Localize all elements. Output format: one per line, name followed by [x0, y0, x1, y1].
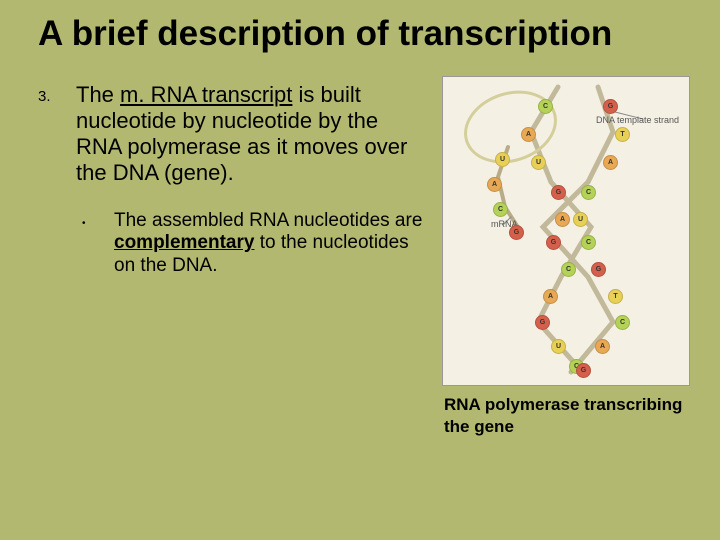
figure-column: DNA template strand mRNA CAUGUCCAGUCGTAC…	[442, 76, 692, 437]
nucleotide-label: G	[546, 235, 561, 250]
content-row: 3. The m. RNA transcript is built nucleo…	[38, 76, 692, 437]
nucleotide-label: A	[521, 127, 536, 142]
figure-caption: RNA polymerase transcribing the gene	[442, 394, 692, 437]
nucleotide-label: G	[576, 363, 591, 378]
sub-text-prefix: The assembled RNA nucleotides are	[114, 210, 422, 231]
nucleotide-label: U	[531, 155, 546, 170]
nucleotide-label: C	[493, 202, 508, 217]
nucleotide-label: G	[603, 99, 618, 114]
nucleotide-label: C	[581, 185, 596, 200]
nucleotide-label: U	[551, 339, 566, 354]
numbered-item: 3. The m. RNA transcript is built nucleo…	[38, 82, 424, 186]
nucleotide-label: T	[615, 127, 630, 142]
nucleotide-label: T	[608, 289, 623, 304]
main-text: The m. RNA transcript is built nucleotid…	[76, 82, 424, 186]
nucleotide-label: G	[509, 225, 524, 240]
text-column: 3. The m. RNA transcript is built nucleo…	[38, 76, 424, 437]
nucleotide-label: C	[581, 235, 596, 250]
nucleotide-label: G	[551, 185, 566, 200]
main-text-underlined: m. RNA transcript	[120, 82, 292, 107]
main-text-prefix: The	[76, 82, 120, 107]
nucleotide-label: U	[495, 152, 510, 167]
nucleotide-label: A	[555, 212, 570, 227]
bullet-marker: •	[82, 210, 90, 277]
sub-text-bold: complementary	[114, 232, 254, 253]
sub-text: The assembled RNA nucleotides are comple…	[114, 210, 424, 277]
nucleotide-label: A	[595, 339, 610, 354]
nucleotide-label: C	[538, 99, 553, 114]
nucleotide-label: A	[603, 155, 618, 170]
nucleotide-label: C	[561, 262, 576, 277]
nucleotide-label: A	[543, 289, 558, 304]
nucleotide-label: G	[535, 315, 550, 330]
dna-template-label: DNA template strand	[596, 115, 679, 125]
nucleotide-label: A	[487, 177, 502, 192]
transcription-diagram: DNA template strand mRNA CAUGUCCAGUCGTAC…	[442, 76, 690, 386]
nucleotide-label: U	[573, 212, 588, 227]
nucleotide-label: G	[591, 262, 606, 277]
item-number: 3.	[38, 82, 58, 186]
nucleotide-label: C	[615, 315, 630, 330]
bullet-item: • The assembled RNA nucleotides are comp…	[38, 210, 424, 277]
slide-title: A brief description of transcription	[38, 14, 692, 54]
